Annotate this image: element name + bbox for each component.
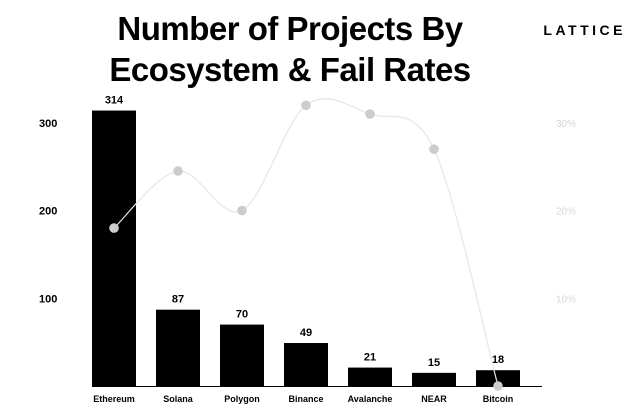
y-left-tick-label: 100 xyxy=(39,293,57,305)
bar-value-label: 49 xyxy=(300,327,312,339)
bar-value-label: 87 xyxy=(172,294,184,306)
y-right-tick-label: 30% xyxy=(556,119,576,130)
fail-rate-point xyxy=(429,144,439,154)
lattice-logo: LATTICE xyxy=(543,22,626,38)
fail-rate-point xyxy=(109,223,119,233)
bar xyxy=(92,110,136,386)
x-tick-label: Ethereum xyxy=(93,394,135,404)
fail-rate-point xyxy=(237,205,247,216)
y-right-tick-label: 20% xyxy=(556,207,576,218)
x-tick-label: Bitcoin xyxy=(483,394,514,404)
bar xyxy=(284,343,328,386)
bar xyxy=(412,372,456,386)
y-left-tick-label: 200 xyxy=(39,206,57,218)
bar xyxy=(348,367,392,386)
chart-title-line-1: Number of Projects By xyxy=(117,10,463,47)
bar xyxy=(156,309,200,386)
bar-value-label: 70 xyxy=(236,309,248,321)
y-left-tick-label: 300 xyxy=(39,118,57,130)
bar-value-label: 21 xyxy=(364,352,376,364)
fail-rate-point xyxy=(173,166,183,176)
x-tick-label: Binance xyxy=(288,394,323,404)
fail-rate-point xyxy=(301,100,311,111)
y-right-tick-label: 10% xyxy=(556,294,576,305)
bar xyxy=(220,324,264,386)
bar-value-label: 18 xyxy=(492,354,504,366)
fail-rate-point xyxy=(365,109,375,119)
x-tick-label: Solana xyxy=(163,394,194,404)
x-tick-label: NEAR xyxy=(421,394,447,404)
bar xyxy=(476,370,520,386)
bar-value-label: 15 xyxy=(428,357,440,369)
bar-value-label: 314 xyxy=(105,95,124,107)
fail-rate-point xyxy=(493,381,503,391)
x-tick-label: Avalanche xyxy=(348,394,393,404)
chart-title-line-2: Ecosystem & Fail Rates xyxy=(109,51,471,88)
chart-title: Number of Projects By Ecosystem & Fail R… xyxy=(60,8,520,90)
x-tick-label: Polygon xyxy=(224,394,260,404)
